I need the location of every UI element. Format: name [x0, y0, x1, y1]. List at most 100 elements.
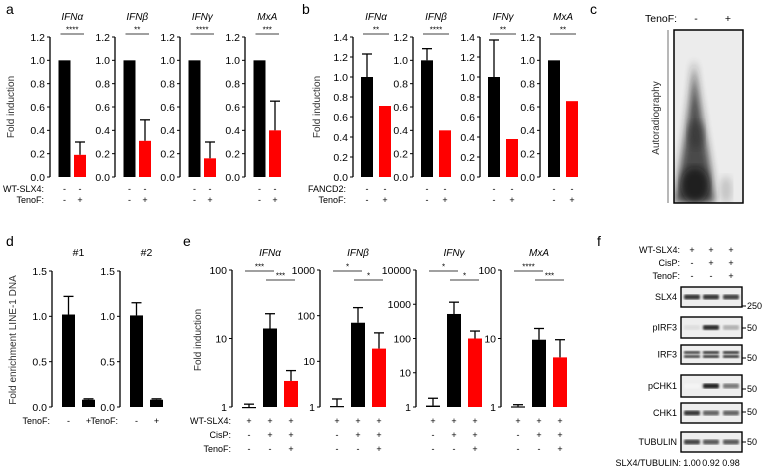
y-axis-label: Fold enrichment LINE-1 DNA [8, 275, 19, 405]
y-tick-label: 1.0 [393, 55, 408, 67]
blot-pirf3: pIRF3 50 [652, 316, 757, 339]
condition-value: + [334, 416, 339, 426]
y-tick-label: 0.0 [32, 402, 47, 414]
bar [269, 130, 281, 177]
y-tick-label: 1.4 [460, 32, 475, 44]
panel-c-condition-label: TenoF: [645, 13, 677, 25]
condition-value: + [77, 195, 82, 205]
blot-slx4: SLX4 250 [655, 286, 762, 311]
y-tick-label: 0.0 [225, 172, 240, 184]
y-tick-label: 0.0 [393, 172, 408, 184]
blot-chk1: CHK1 50 [653, 402, 757, 424]
molecular-weight-marker: 250 [747, 301, 762, 311]
condition-value: - [258, 195, 261, 205]
significance-stars: **** [196, 26, 208, 35]
y-tick-label: 0.8 [160, 78, 175, 90]
y-tick-label: 1.2 [160, 32, 175, 44]
y-tick-label: 0.2 [393, 148, 408, 160]
condition-label: TenoF: [16, 195, 44, 205]
chart-title: IFNβ [425, 12, 447, 23]
condition-value: - [128, 184, 131, 194]
bar [548, 60, 560, 178]
molecular-weight-marker: 50 [747, 407, 757, 417]
y-tick-label: 10000 [382, 265, 411, 277]
band [684, 294, 700, 300]
significance-stars: *** [276, 272, 285, 281]
condition-value: + [376, 430, 381, 440]
condition-value: + [288, 444, 293, 454]
y-tick-label: 0.8 [393, 78, 408, 90]
condition-value: - [493, 195, 496, 205]
condition-value: - [135, 416, 138, 426]
y-tick-label: 0.2 [160, 148, 175, 160]
panel-letter-e: e [183, 233, 191, 249]
condition-label: TenoF: [22, 416, 50, 426]
molecular-weight-marker: 50 [747, 353, 757, 363]
condition-value: - [517, 444, 520, 454]
band [684, 355, 700, 358]
condition-value: + [728, 258, 733, 268]
condition-value: - [63, 195, 66, 205]
condition-label: TenoF: [203, 444, 231, 454]
panel-letter-d: d [6, 233, 14, 249]
y-tick-label: 1.2 [393, 32, 408, 44]
blot-label: IRF3 [657, 350, 677, 360]
bar [188, 60, 201, 178]
y-tick-label: 0.8 [30, 78, 45, 90]
condition-value: - [209, 184, 212, 194]
chart-title: MxA [257, 12, 277, 23]
band [723, 383, 739, 389]
y-tick-label: 0.6 [30, 102, 45, 114]
y-axis-label: Fold induction [6, 76, 17, 138]
chart-title: MxA [529, 248, 549, 259]
significance-stars: ** [560, 26, 566, 35]
bar [488, 77, 500, 177]
y-tick-label: 1000 [388, 299, 412, 311]
bar [242, 407, 256, 409]
y-tick-label: 1 [405, 402, 411, 414]
blot-pchk1: pCHK1 50 [648, 374, 757, 398]
bar [511, 406, 525, 408]
ratio-value: 0.98 [722, 458, 740, 468]
panel-letter-a: a [6, 1, 14, 17]
panel-letter-c: c [590, 1, 597, 17]
condition-value: - [336, 444, 339, 454]
y-tick-label: 0.8 [95, 78, 110, 90]
condition-value: + [557, 416, 562, 426]
condition-value: + [430, 416, 435, 426]
band [684, 410, 700, 416]
y-tick-label: 1.5 [32, 266, 47, 278]
condition-value: + [288, 416, 293, 426]
panel-c-lane-1: - [694, 13, 698, 25]
y-tick-label: 1.2 [95, 32, 110, 44]
bar [253, 60, 266, 178]
significance-stars: **** [66, 26, 78, 35]
significance-stars: ** [134, 26, 140, 35]
y-tick-label: 1.0 [100, 311, 115, 323]
condition-value: - [63, 184, 66, 194]
bar [421, 60, 433, 178]
y-tick-label: 1.0 [460, 72, 475, 84]
condition-value: + [272, 195, 277, 205]
condition-value: - [691, 271, 694, 281]
condition-value: - [79, 184, 82, 194]
band [703, 351, 719, 354]
condition-value: + [267, 416, 272, 426]
significance-stars: *** [545, 272, 554, 281]
condition-label: TenoF: [318, 195, 346, 205]
condition-value: - [193, 195, 196, 205]
band [684, 351, 700, 354]
condition-value: + [557, 444, 562, 454]
lane-2-smear [720, 176, 732, 203]
condition-value: + [569, 195, 574, 205]
bar [204, 158, 216, 177]
condition-value: - [258, 184, 261, 194]
y-tick-label: 0.4 [225, 125, 240, 137]
panel-c-side-label: Autoradiography [651, 81, 662, 154]
subchart-e-3: 1 10 100 1000 10000 IFNγ * * + + + - + + - - + [382, 248, 482, 454]
condition-value: + [708, 245, 713, 255]
